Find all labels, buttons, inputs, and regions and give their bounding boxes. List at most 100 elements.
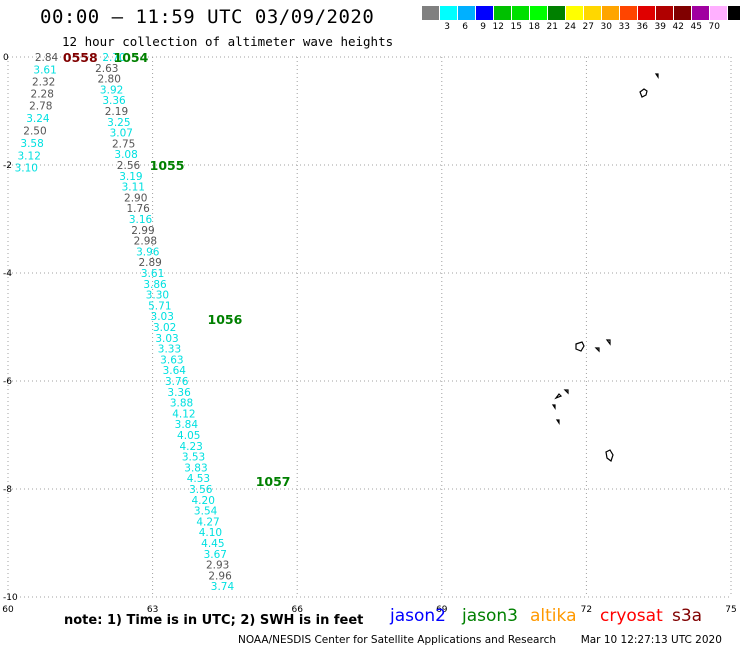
swh-value: 2.98 <box>134 236 157 248</box>
swh-value: 4.05 <box>177 430 200 442</box>
swh-value: 3.19 <box>119 171 142 183</box>
swh-value: 2.70 <box>102 52 125 64</box>
swh-value: 3.61 <box>141 268 164 280</box>
swh-value: 2.50 <box>23 125 46 137</box>
pass-time-label: 1055 <box>150 158 185 173</box>
y-tick-label: -4 <box>3 269 12 279</box>
satellite-name: jason2 <box>390 606 446 626</box>
color-legend <box>422 6 740 20</box>
legend-level-label: 24 <box>564 22 576 32</box>
x-tick-label: 69 <box>436 605 448 615</box>
legend-level-label: 70 <box>708 22 720 32</box>
pass-time-label: 1056 <box>208 312 243 327</box>
swh-value: 4.20 <box>192 495 215 507</box>
swh-value: 3.61 <box>33 64 56 76</box>
swh-value: 3.11 <box>122 182 145 194</box>
legend-swatch <box>566 6 584 20</box>
island-outline <box>555 419 560 425</box>
swh-value: 4.10 <box>199 527 222 539</box>
swh-value: 3.12 <box>18 150 41 162</box>
legend-level-label: 21 <box>546 22 558 32</box>
swh-value: 2.63 <box>95 63 118 75</box>
swh-value: 2.32 <box>32 76 55 88</box>
swh-value: 3.36 <box>102 95 126 107</box>
swh-value: 4.27 <box>196 516 219 528</box>
swh-value: 3.67 <box>204 549 227 561</box>
swh-value: 3.03 <box>155 333 178 345</box>
legend-level-label: 18 <box>528 22 540 32</box>
legend-swatch <box>656 6 674 20</box>
legend-swatch <box>692 6 710 20</box>
swh-value: 3.96 <box>136 246 160 258</box>
swh-value: 3.92 <box>100 84 123 96</box>
swh-value: 2.80 <box>98 74 121 86</box>
swh-value: 4.45 <box>201 538 224 550</box>
swh-value: 3.74 <box>211 581 235 593</box>
legend-level-label: 39 <box>654 22 666 32</box>
swh-value: 2.19 <box>105 106 128 118</box>
swh-value: 2.99 <box>131 225 154 237</box>
y-tick-label: -10 <box>3 593 18 603</box>
swh-value: 2.96 <box>208 570 232 582</box>
swh-value: 4.23 <box>179 441 202 453</box>
legend-swatch <box>728 6 740 20</box>
swh-value: 4.53 <box>187 473 210 485</box>
swh-value: 2.78 <box>29 101 52 113</box>
legend-level-label: 42 <box>672 22 684 32</box>
satellite-name: jason3 <box>462 606 518 626</box>
swh-value: 3.76 <box>165 376 189 388</box>
legend-level-label: 3 <box>444 22 450 32</box>
y-tick-label: 0 <box>3 53 9 63</box>
island-outline <box>605 339 611 346</box>
satellite-name: altika <box>530 606 577 626</box>
pass-time-label: 1057 <box>256 474 291 489</box>
legend-swatch <box>512 6 530 20</box>
y-tick-label: -2 <box>3 161 12 171</box>
legend-level-label: 6 <box>462 22 468 32</box>
swh-value: 5.71 <box>148 300 171 312</box>
legend-swatch <box>476 6 494 20</box>
footer-note: note: 1) Time is in UTC; 2) SWH is in fe… <box>64 613 364 628</box>
x-tick-label: 72 <box>581 605 592 615</box>
pass-time-label: 1054 <box>114 50 149 65</box>
swh-value: 3.58 <box>20 138 43 150</box>
credit-agency: NOAA/NESDIS Center for Satellite Applica… <box>238 634 556 646</box>
legend-swatch <box>530 6 548 20</box>
swh-value: 4.12 <box>172 408 195 420</box>
legend-swatch <box>422 6 440 20</box>
credit-timestamp: Mar 10 12:27:13 UTC 2020 <box>580 634 722 646</box>
page-subtitle: 12 hour collection of altimeter wave hei… <box>62 34 394 49</box>
swh-value: 3.53 <box>182 452 205 464</box>
swh-value: 2.93 <box>206 560 229 572</box>
legend-swatch <box>638 6 656 20</box>
legend-swatch <box>710 6 728 20</box>
legend-level-label: 15 <box>510 22 522 32</box>
swh-value: 3.02 <box>153 322 176 334</box>
swh-value: 1.76 <box>126 203 150 215</box>
swh-value: 3.63 <box>160 354 183 366</box>
satellite-name: s3a <box>672 606 703 626</box>
island-outline <box>575 341 585 352</box>
x-tick-label: 60 <box>2 605 14 615</box>
swh-value: 3.83 <box>184 462 207 474</box>
legend-swatch <box>494 6 512 20</box>
swh-value: 3.56 <box>189 484 213 496</box>
swh-value: 3.30 <box>146 290 169 302</box>
swh-value: 3.86 <box>143 279 167 291</box>
legend-level-label: 36 <box>636 22 648 32</box>
swh-value: 2.89 <box>138 257 161 269</box>
swh-value: 3.24 <box>26 113 50 125</box>
swh-value: 2.84 <box>35 52 59 64</box>
swh-value: 3.07 <box>110 128 133 140</box>
legend-swatch <box>584 6 602 20</box>
legend-level-label: 30 <box>600 22 612 32</box>
x-tick-label: 63 <box>147 605 158 615</box>
legend-swatch <box>440 6 458 20</box>
swh-value: 3.25 <box>107 117 130 129</box>
swh-value: 3.54 <box>194 506 218 518</box>
swh-value: 3.64 <box>163 365 187 377</box>
swh-value: 3.84 <box>175 419 199 431</box>
legend-level-label: 33 <box>618 22 630 32</box>
